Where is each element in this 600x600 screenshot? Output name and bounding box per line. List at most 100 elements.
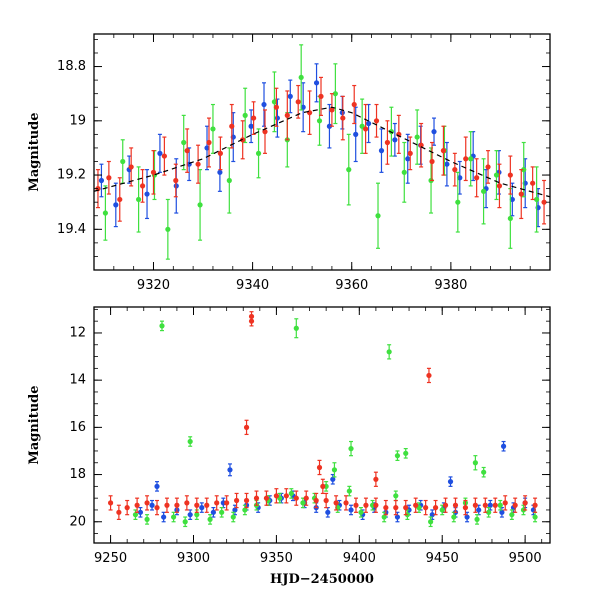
top-point-red [518,191,524,197]
bottom-point-blue [199,505,205,511]
top-point-blue [326,123,333,129]
bottom-point-blue [149,502,155,508]
top-y-axis-title: Magnitude [27,112,42,191]
top-point-blue [98,177,105,184]
top-point-blue [274,115,280,121]
top-point-blue [405,156,411,162]
bottom-point-green [348,446,354,452]
bottom-point-green [486,509,492,515]
bottom-plot-area [107,311,538,528]
bottom-point-blue [137,509,144,515]
top-axis-ticks [93,34,551,270]
bottom-point-red [333,500,339,506]
bottom-point-green [532,514,538,520]
bottom-point-green [288,490,294,497]
bottom-point-blue [330,476,336,482]
bottom-point-red [214,500,220,506]
bottom-point-red [403,505,409,511]
bottom-point-red [293,495,299,501]
top-point-red [251,115,257,121]
top-point-red [173,177,179,184]
bottom-point-green [207,516,213,523]
top-point-red [217,150,223,156]
bottom-point-red [343,500,349,506]
bottom-point-red [107,500,114,506]
bottom-point-red [320,483,326,489]
top-point-red [229,123,235,129]
bottom-point-red [243,497,250,504]
bottom-y-axis-title: Magnitude [27,385,42,464]
top-point-green [346,167,352,173]
top-point-blue [261,101,267,108]
top-point-red [195,161,201,167]
bottom-x-axis-title: HJD−2450000 [270,572,374,587]
top-point-blue [457,175,463,181]
bottom-point-blue [325,509,331,515]
top-point-red [340,115,346,121]
top-point-blue [217,169,223,175]
bottom-point-red [273,493,279,499]
bottom-point-green [403,450,409,456]
bottom-point-red [413,502,419,508]
bottom-point-red [243,424,250,430]
top-x-tick-label: 9340 [236,278,269,293]
top-point-green [120,158,126,165]
bottom-point-red [492,502,498,508]
top-point-red [128,164,134,170]
top-point-blue [353,131,359,137]
top-point-red [407,150,413,156]
top-point-green [242,112,248,118]
top-point-red [474,175,480,181]
top-point-green [480,188,487,194]
bottom-point-red [373,502,379,508]
bottom-point-red [423,505,429,511]
top-point-blue [313,80,320,86]
bottom-point-red [134,502,140,508]
top-point-blue [248,123,254,129]
top-point-red [351,101,357,108]
top-point-green [534,196,540,203]
top-model-curve [94,106,550,198]
top-point-red [161,153,167,159]
bottom-point-green [187,438,193,445]
top-point-green [375,213,381,219]
bottom-point-red [452,502,459,508]
bottom-point-green [230,514,236,520]
top-point-blue [113,202,119,208]
bottom-point-red [248,318,255,324]
bottom-point-green [182,519,188,525]
bottom-point-green [381,514,387,520]
bottom-panel: 12 14 16 18 20 9250 9300 9350 9400 9450 … [27,306,551,587]
top-point-green [197,202,203,208]
bottom-point-green [300,500,306,506]
bottom-point-red [393,505,399,511]
top-point-red [273,104,279,110]
bottom-point-red [234,497,240,504]
top-x-tick-label: 9380 [434,278,467,293]
top-point-blue [204,145,210,151]
bottom-point-green [472,460,478,466]
top-y-tick-label: 19 [69,113,86,128]
bottom-point-red [253,495,260,501]
bottom-point-red [313,497,319,504]
bottom-y-tick-label: 16 [69,420,86,435]
top-plot-frame [93,33,551,271]
top-point-red [440,148,447,154]
bottom-point-red [426,372,432,379]
top-point-red [184,148,190,154]
top-point-green [226,177,232,184]
bottom-point-red [164,502,170,508]
top-point-green [401,169,407,175]
bottom-point-red [194,502,200,508]
bottom-point-red [432,505,439,511]
bottom-y-tick-label: 20 [69,514,86,529]
top-point-green [468,156,474,162]
bottom-point-blue [394,514,401,520]
top-point-green [255,150,262,156]
top-point-red [139,183,146,189]
top-point-red [363,126,369,132]
top-point-blue [157,150,163,156]
bottom-point-red [482,502,488,508]
bottom-point-green [497,502,503,508]
top-point-red [106,175,112,181]
